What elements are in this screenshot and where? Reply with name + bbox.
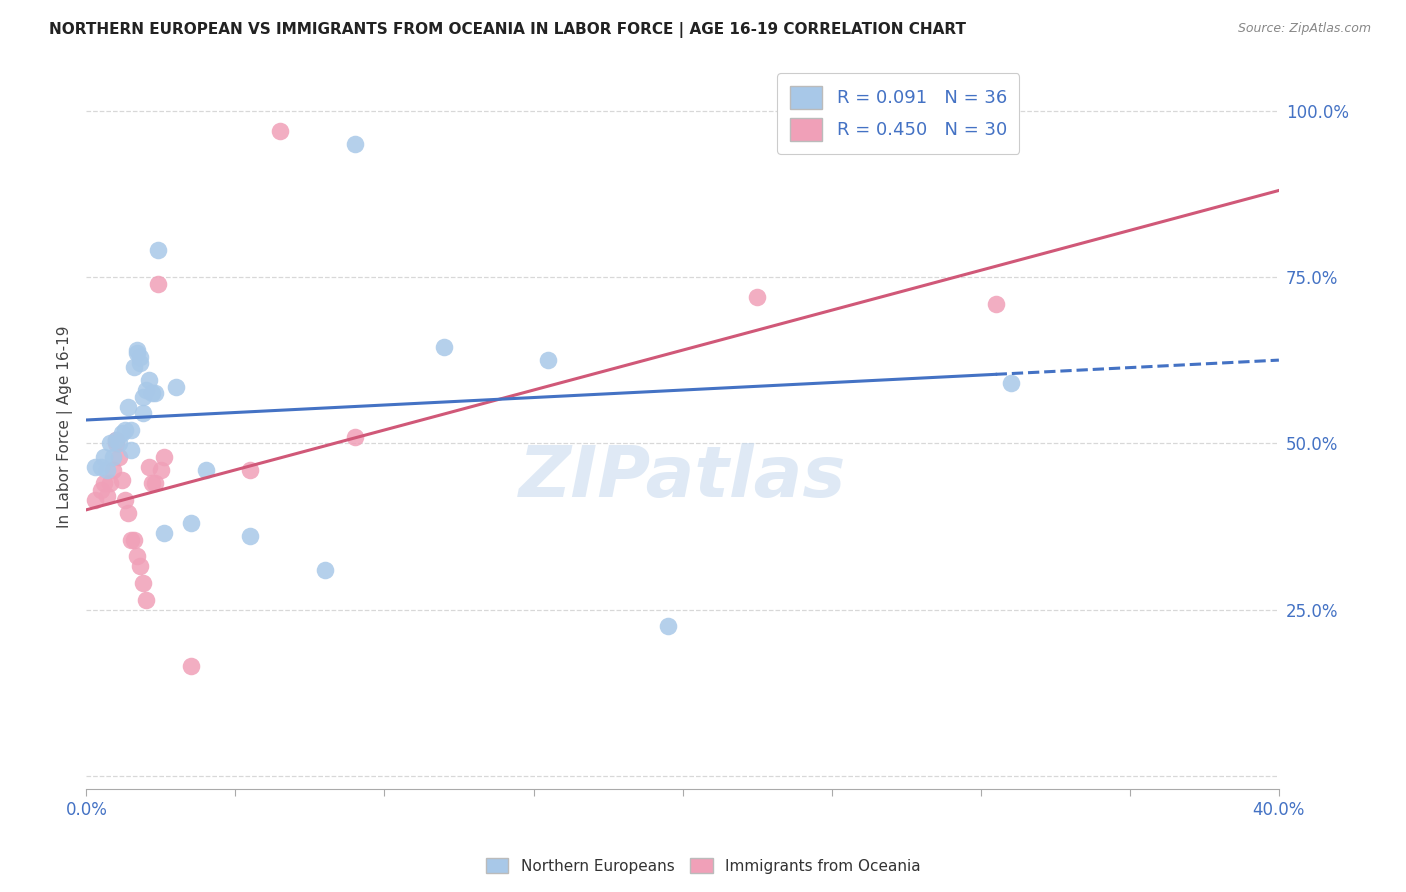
Point <box>120 423 142 437</box>
Point <box>180 659 202 673</box>
Point <box>180 516 202 530</box>
Point <box>90 483 112 497</box>
Point <box>143 476 166 491</box>
Point <box>984 296 1007 310</box>
Point <box>84 492 107 507</box>
Point <box>153 526 176 541</box>
Legend: R = 0.091   N = 36, R = 0.450   N = 30: R = 0.091 N = 36, R = 0.450 N = 30 <box>778 73 1019 153</box>
Point <box>105 433 128 447</box>
Point <box>93 450 115 464</box>
Point <box>141 386 163 401</box>
Point <box>141 476 163 491</box>
Point <box>537 353 560 368</box>
Point <box>149 463 172 477</box>
Point <box>129 350 152 364</box>
Point <box>103 450 125 464</box>
Point <box>93 476 115 491</box>
Point <box>103 463 125 477</box>
Point <box>125 343 148 358</box>
Point <box>120 442 142 457</box>
Y-axis label: In Labor Force | Age 16-19: In Labor Force | Age 16-19 <box>58 326 73 528</box>
Text: ZIPatlas: ZIPatlas <box>519 443 846 512</box>
Point <box>117 400 139 414</box>
Point <box>105 436 128 450</box>
Point <box>125 549 148 564</box>
Point <box>122 359 145 374</box>
Point <box>1000 376 1022 391</box>
Point <box>122 533 145 547</box>
Point <box>239 463 262 477</box>
Text: NORTHERN EUROPEAN VS IMMIGRANTS FROM OCEANIA IN LABOR FORCE | AGE 16-19 CORRELAT: NORTHERN EUROPEAN VS IMMIGRANTS FROM OCE… <box>49 22 966 38</box>
Point <box>120 533 142 547</box>
Point <box>433 340 456 354</box>
Point <box>114 492 136 507</box>
Point <box>84 459 107 474</box>
Point <box>239 529 262 543</box>
Point <box>114 423 136 437</box>
Point <box>135 592 157 607</box>
Point <box>98 436 121 450</box>
Point <box>96 490 118 504</box>
Point <box>135 383 157 397</box>
Point <box>343 429 366 443</box>
Point <box>138 459 160 474</box>
Point <box>747 290 769 304</box>
Point <box>105 433 128 447</box>
Point <box>129 356 152 370</box>
Point <box>111 473 134 487</box>
Point <box>98 476 121 491</box>
Point <box>314 563 336 577</box>
Point <box>657 619 679 633</box>
Point <box>269 123 291 137</box>
Legend: Northern Europeans, Immigrants from Oceania: Northern Europeans, Immigrants from Ocea… <box>479 852 927 880</box>
Point <box>129 559 152 574</box>
Point <box>108 436 131 450</box>
Point <box>153 450 176 464</box>
Point <box>132 390 155 404</box>
Point <box>96 463 118 477</box>
Point <box>90 459 112 474</box>
Text: Source: ZipAtlas.com: Source: ZipAtlas.com <box>1237 22 1371 36</box>
Point <box>165 380 187 394</box>
Point <box>143 386 166 401</box>
Point <box>146 277 169 291</box>
Point <box>111 426 134 441</box>
Point <box>125 346 148 360</box>
Point <box>343 136 366 151</box>
Point <box>132 406 155 420</box>
Point <box>146 244 169 258</box>
Point <box>138 373 160 387</box>
Point <box>194 463 217 477</box>
Point <box>132 576 155 591</box>
Point <box>108 450 131 464</box>
Point <box>117 506 139 520</box>
